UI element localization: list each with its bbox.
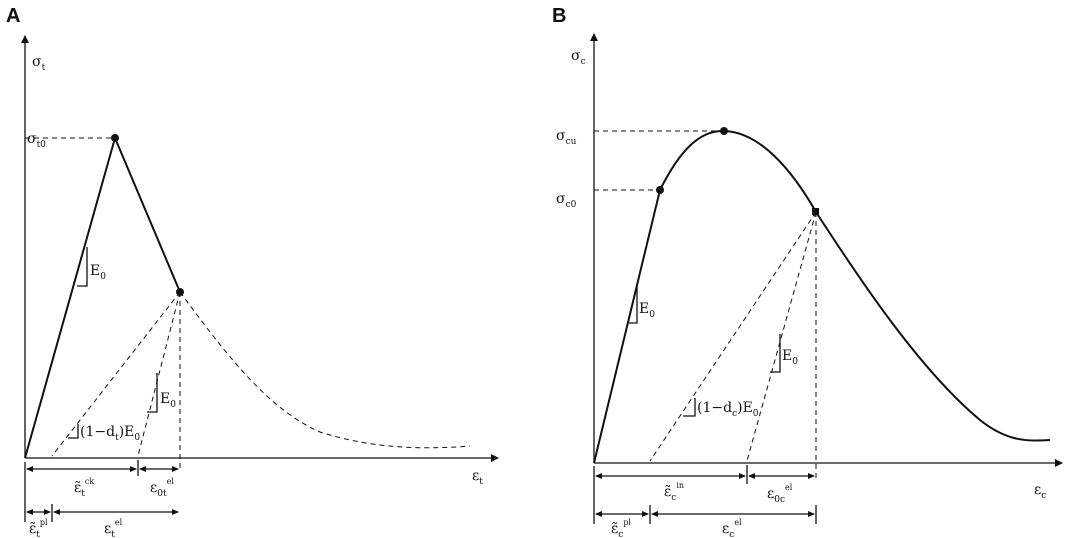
damaged-modulus-label: (1−dt)E0: [80, 424, 140, 443]
peak-point: [111, 134, 119, 142]
damaged-modulus-label-b: (1−dc)E0: [697, 400, 759, 419]
dim-el0-label: ε0tel: [150, 477, 174, 499]
dim-el-label: εtel: [104, 518, 123, 538]
panel-a-label: A: [6, 5, 20, 27]
e0-slope-triangle-upper-b: [627, 285, 638, 324]
dim-in-label: ε̃cin: [664, 481, 684, 503]
sigma-c0-label: σc0: [556, 191, 577, 210]
damaged-modulus-triangle: [68, 424, 79, 439]
panel-a: A σt εt σt0 E0 E0 (1−dt)E0 ε̃tck: [6, 5, 499, 538]
yield-point: [656, 186, 664, 194]
e0-label-lower: E0: [160, 391, 176, 410]
damaged-unload-line: [51, 291, 181, 457]
panel-b: B σc εc σcu σc0 E0 E0 (1−dc)E0: [552, 5, 1063, 538]
dim-el-label-b: εcel: [722, 518, 742, 538]
softening-continuation: [179, 291, 471, 449]
panel-b-label: B: [552, 5, 566, 27]
ultimate-point: [720, 127, 728, 135]
e0-slope-triangle-lower-b: [770, 334, 781, 373]
eps-t-axis-label: εt: [472, 468, 483, 487]
eps-c-axis-label: εc: [1034, 482, 1046, 501]
damaged-modulus-triangle-b: [683, 398, 696, 417]
e0-slope-triangle-lower: [147, 373, 158, 413]
sigma-t0-label: σt0: [27, 131, 46, 150]
e0-label-upper: E0: [90, 263, 106, 282]
elastic-unload-line: [137, 291, 181, 457]
dim-pl-label-b: ε̃cpl: [611, 518, 631, 538]
elastic-unload-line-b: [746, 211, 817, 462]
e0-label-lower-b: E0: [782, 348, 798, 367]
unload-point-b: [812, 208, 819, 215]
dim-pl-label: ε̃tpl: [29, 518, 48, 538]
damaged-unload-line-b: [649, 211, 817, 462]
sigma-c-axis-label: σc: [571, 48, 586, 67]
sigma-t-axis-label: σt: [32, 54, 46, 73]
dim-ck-label: ε̃tck: [74, 477, 94, 499]
e0-slope-triangle-upper: [77, 247, 88, 287]
e0-label-upper-b: E0: [639, 301, 655, 320]
compression-curve: [593, 129, 1051, 464]
dim-el0-label-b: ε0cel: [767, 483, 793, 505]
sigma-cu-label: σcu: [556, 128, 577, 147]
